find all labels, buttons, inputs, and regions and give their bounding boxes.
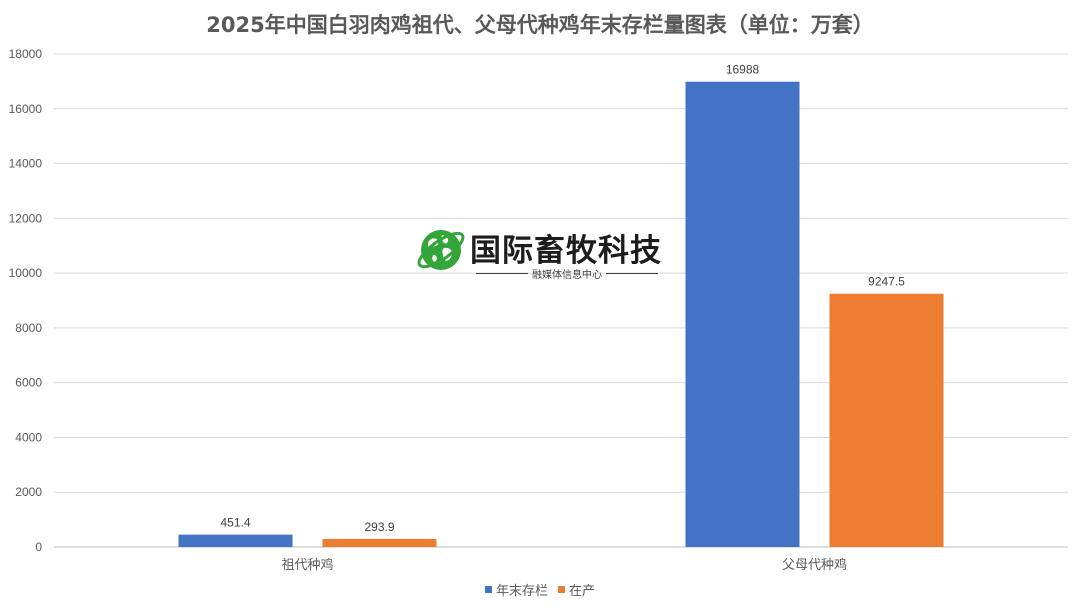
y-tick-label: 18000 bbox=[9, 47, 43, 61]
legend-swatch-series-2 bbox=[558, 586, 565, 593]
data-label: 451.4 bbox=[220, 516, 250, 530]
y-tick-label: 10000 bbox=[9, 266, 43, 280]
y-tick-label: 8000 bbox=[15, 321, 42, 335]
bar-2-1 bbox=[322, 538, 437, 547]
watermark-subtitle-text: 融媒体信息中心 bbox=[532, 270, 602, 281]
bar-2-2 bbox=[829, 293, 944, 547]
y-tick-label: 4000 bbox=[15, 430, 42, 444]
chart-title: 2025年中国白羽肉鸡祖代、父母代种鸡年末存栏量图表（单位：万套） bbox=[206, 13, 874, 37]
y-tick-label: 2000 bbox=[15, 485, 42, 499]
gridlines bbox=[54, 53, 1068, 548]
watermark-logo: 国际畜牧科技 融媒体信息中心 bbox=[414, 223, 674, 283]
watermark-subtitle: 融媒体信息中心 bbox=[476, 266, 658, 281]
y-tick-label: 12000 bbox=[9, 211, 43, 225]
data-label: 293.9 bbox=[364, 520, 394, 534]
data-label: 16988 bbox=[726, 63, 760, 77]
watermark-name: 国际畜牧科技 bbox=[470, 233, 662, 269]
x-tick-label: 祖代种鸡 bbox=[281, 557, 333, 573]
y-tick-label: 0 bbox=[35, 540, 42, 554]
globe-icon bbox=[417, 230, 465, 270]
legend-item-series-2: 在产 bbox=[558, 580, 595, 599]
y-tick-label: 14000 bbox=[9, 157, 43, 171]
y-tick-label: 16000 bbox=[9, 102, 43, 116]
category-labels: 祖代种鸡 父母代种鸡 bbox=[281, 557, 847, 573]
y-tick-label: 6000 bbox=[15, 376, 42, 390]
x-tick-label: 父母代种鸡 bbox=[782, 557, 847, 573]
data-labels: 451.4 293.9 16988 9247.5 bbox=[220, 63, 905, 534]
legend-item-series-1: 年末存栏 bbox=[484, 580, 548, 599]
bars bbox=[178, 81, 944, 547]
legend-label-series-1: 年末存栏 bbox=[495, 584, 548, 599]
bar-1-2 bbox=[685, 81, 800, 547]
bar-1-1 bbox=[178, 534, 293, 547]
legend-swatch-series-1 bbox=[484, 586, 492, 593]
data-label: 9247.5 bbox=[868, 275, 905, 289]
y-axis-ticks: 0 2000 4000 6000 8000 10000 12000 14000 16000 180… bbox=[9, 47, 43, 554]
legend-label-series-2: 在产 bbox=[569, 584, 596, 599]
legend: 年末存栏 在产 bbox=[0, 580, 1080, 599]
